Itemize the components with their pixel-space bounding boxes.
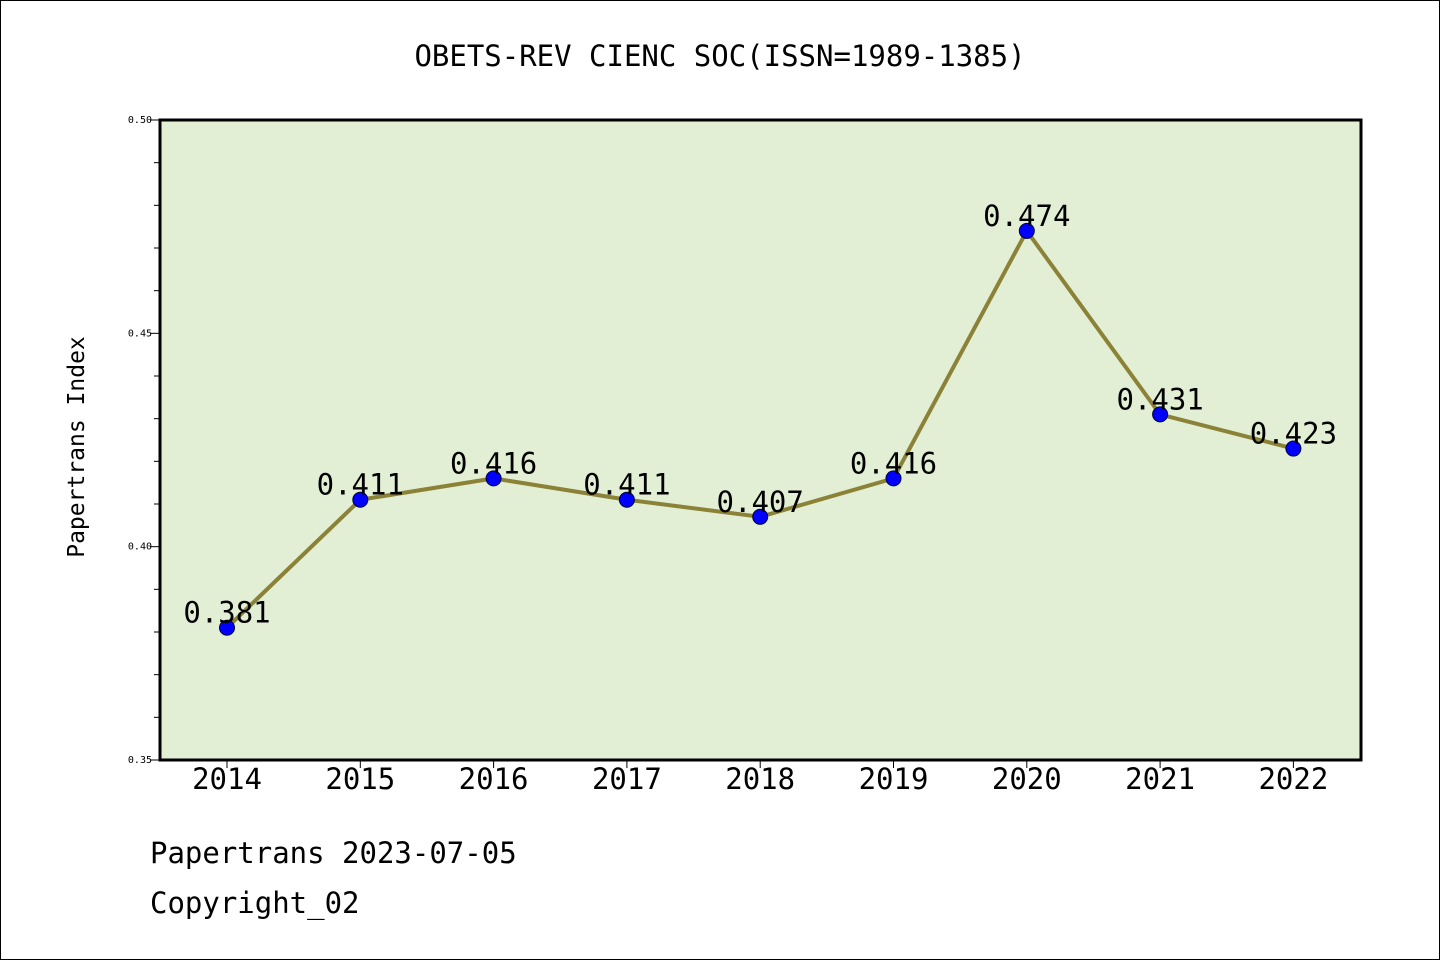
plot-area	[158, 118, 1363, 762]
data-point	[485, 470, 502, 487]
data-label: 0.474	[983, 199, 1070, 233]
data-labels: 0.381 0.411 0.416 0.411 0.407 0.416 0.474 0.431…	[183, 199, 1337, 630]
data-point	[219, 619, 235, 636]
y-tick-label: 0.50	[128, 115, 152, 126]
data-point	[1152, 406, 1169, 423]
data-point	[352, 491, 369, 508]
footer-copyright-line: Copyright_02	[150, 886, 360, 920]
data-point	[1285, 440, 1302, 457]
data-label: 0.381	[183, 596, 270, 630]
data-label: 0.411	[583, 468, 670, 502]
series-markers	[219, 222, 1302, 636]
data-label: 0.431	[1116, 382, 1203, 416]
x-tick-label: 2020	[992, 762, 1062, 796]
footer-date-line: Papertrans 2023-07-05	[150, 836, 517, 870]
x-axis-ticks: 2014 2015 2016 2017 2018 2019 2020 2021 2022	[192, 760, 1328, 796]
data-label: 0.411	[317, 468, 404, 502]
data-point	[1018, 222, 1035, 239]
x-tick-label: 2022	[1258, 762, 1328, 796]
x-tick-label: 2014	[192, 762, 262, 796]
x-tick-label: 2017	[592, 762, 662, 796]
data-label: 0.416	[850, 446, 937, 480]
data-label: 0.416	[450, 446, 537, 480]
data-point	[885, 470, 902, 487]
x-tick-label: 2021	[1125, 762, 1195, 796]
chart-title: OBETS-REV CIENC SOC(ISSN=1989-1385)	[414, 39, 1025, 73]
data-point	[618, 491, 635, 508]
y-axis-ticks: 0.35 0.40 0.45 0.50	[128, 115, 160, 766]
x-tick-label: 2019	[859, 762, 929, 796]
x-tick-label: 2016	[459, 762, 529, 796]
y-tick-label: 0.35	[128, 755, 152, 766]
data-label: 0.407	[717, 485, 804, 519]
data-label: 0.423	[1250, 417, 1337, 451]
data-point	[752, 508, 769, 525]
y-axis-label: Papertrans Index	[64, 336, 90, 558]
x-tick-label: 2018	[725, 762, 795, 796]
y-tick-label: 0.45	[128, 328, 152, 339]
y-tick-label: 0.40	[128, 542, 152, 553]
x-tick-label: 2015	[325, 762, 395, 796]
